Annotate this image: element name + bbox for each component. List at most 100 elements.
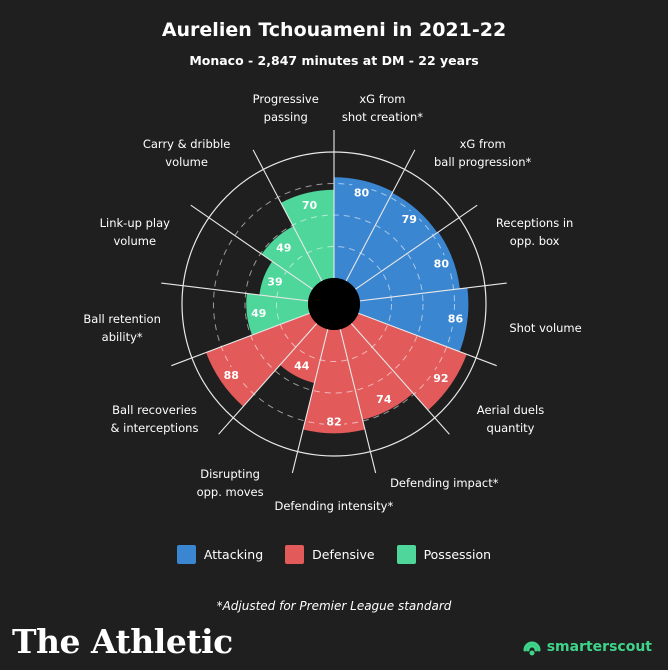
radar-chart: 80 79 80 86 92 74 82 44 88 49 39 49 70 bbox=[161, 130, 507, 474]
spoke-line bbox=[358, 312, 497, 367]
radar-sector bbox=[340, 323, 414, 420]
value-label: 49 bbox=[276, 241, 291, 254]
the-athletic-logo: The Athletic bbox=[12, 622, 233, 661]
radar-sector bbox=[334, 177, 393, 281]
category-label: xG from ball progression* bbox=[434, 135, 531, 171]
legend-swatch-defensive bbox=[285, 545, 305, 564]
category-label: Ball retention ability* bbox=[83, 310, 160, 346]
spoke-line bbox=[171, 312, 310, 367]
category-label-line: Progressive bbox=[252, 91, 319, 106]
category-label-line: Aerial duels bbox=[476, 402, 545, 417]
legend-label-attacking: Attacking bbox=[203, 547, 264, 562]
legend-swatch-attacking bbox=[176, 545, 196, 564]
value-label: 79 bbox=[402, 213, 417, 226]
category-label: xG from shot creation* bbox=[342, 90, 423, 126]
category-label-line: Defending intensity* bbox=[274, 499, 394, 513]
category-label: Aerial duels quantity bbox=[477, 401, 544, 437]
category-label-line: xG from bbox=[359, 91, 406, 106]
value-badge-box bbox=[291, 357, 312, 374]
radar-sector bbox=[351, 313, 467, 411]
legend-label-possession: Possession bbox=[423, 547, 492, 562]
category-label-line: shot creation* bbox=[341, 109, 424, 124]
value-label: 70 bbox=[302, 199, 318, 212]
value-label: 86 bbox=[448, 313, 464, 326]
value-label: 74 bbox=[376, 393, 392, 406]
smarterscout-label: smarterscout bbox=[546, 639, 652, 655]
value-badge: 49 bbox=[248, 305, 269, 322]
category-label-line: Disrupting bbox=[200, 466, 260, 481]
value-badge-box bbox=[248, 305, 269, 322]
center-hole bbox=[308, 278, 360, 330]
category-label-line: opp. moves bbox=[196, 484, 264, 499]
category-label-line: Ball retention bbox=[83, 312, 161, 327]
category-label-line: Defending impact* bbox=[390, 475, 499, 490]
spoke-line bbox=[190, 204, 313, 290]
value-badge: 74 bbox=[373, 390, 394, 407]
value-label: 44 bbox=[294, 359, 310, 372]
category-label-line: Shot volume bbox=[509, 321, 582, 336]
category-label-line: Carry & dribble bbox=[142, 136, 231, 151]
category-label-line: passing bbox=[263, 109, 308, 124]
legend: Attacking Defensive Possession bbox=[0, 545, 668, 564]
spoke-line bbox=[291, 329, 329, 474]
legend-label-defensive: Defensive bbox=[312, 547, 375, 562]
category-label: Defending intensity* bbox=[275, 497, 394, 515]
footnote: *Adjusted for Premier League standard bbox=[216, 599, 452, 613]
category-label: Progressive passing bbox=[253, 90, 319, 126]
smarterscout-icon bbox=[523, 641, 541, 656]
value-badge: 79 bbox=[399, 211, 420, 228]
value-badge-box bbox=[264, 273, 285, 290]
value-badge-box bbox=[351, 184, 372, 201]
spoke-line bbox=[218, 323, 318, 435]
value-label: 80 bbox=[434, 257, 450, 270]
spoke-line bbox=[350, 323, 450, 435]
legend-item-defensive: Defensive bbox=[285, 545, 375, 564]
category-label-line: Link-up play bbox=[99, 216, 170, 231]
spoke-line bbox=[339, 329, 377, 474]
chart-subtitle: Monaco - 2,847 minutes at DM - 22 years bbox=[189, 53, 479, 68]
value-badge: 86 bbox=[445, 310, 466, 327]
radar-sector bbox=[259, 261, 313, 301]
value-badge: 39 bbox=[264, 273, 285, 290]
category-label: Ball recoveries & interceptions bbox=[111, 401, 199, 437]
spoke-line bbox=[252, 149, 323, 282]
category-label-line: quantity bbox=[486, 420, 535, 435]
category-label-line: volume bbox=[165, 154, 208, 169]
value-badge: 92 bbox=[430, 369, 451, 386]
category-label-line: ability* bbox=[101, 330, 143, 345]
value-label: 88 bbox=[224, 369, 239, 382]
category-label: Defending impact* bbox=[390, 474, 498, 492]
category-label: Shot volume bbox=[509, 319, 581, 337]
value-badge-box bbox=[221, 366, 242, 383]
spoke-line bbox=[355, 204, 478, 290]
radar-sector bbox=[206, 313, 317, 407]
smarterscout-logo: smarterscout bbox=[521, 636, 652, 658]
category-label-line: Ball recoveries bbox=[112, 402, 197, 417]
spoke-line bbox=[345, 149, 416, 282]
value-badge-box bbox=[431, 255, 452, 272]
value-badge: 80 bbox=[351, 184, 372, 201]
category-label-line: & interceptions bbox=[110, 420, 199, 435]
category-label-line: xG from bbox=[459, 136, 506, 151]
value-badge: 82 bbox=[324, 413, 344, 430]
grid-ring bbox=[276, 246, 392, 362]
category-label-line: opp. box bbox=[509, 234, 560, 249]
value-badge-box bbox=[430, 369, 451, 386]
radar-sector bbox=[303, 329, 365, 434]
chart-title: Aurelien Tchouameni in 2021-22 bbox=[161, 19, 507, 41]
value-label: 92 bbox=[433, 372, 448, 385]
value-badge-box bbox=[399, 211, 420, 228]
category-label: Receptions in opp. box bbox=[496, 214, 573, 250]
value-label: 49 bbox=[251, 307, 266, 320]
legend-swatch-possession bbox=[396, 545, 416, 564]
value-label: 80 bbox=[354, 187, 370, 200]
category-label-line: ball progression* bbox=[434, 154, 532, 169]
value-label: 82 bbox=[326, 415, 341, 428]
category-label: Disrupting opp. moves bbox=[197, 465, 264, 501]
radar-sector bbox=[246, 293, 310, 336]
value-badge: 88 bbox=[221, 366, 242, 383]
category-label-line: Receptions in bbox=[495, 216, 574, 231]
value-badge-box bbox=[373, 390, 394, 407]
value-badge-box bbox=[324, 413, 344, 430]
legend-item-attacking: Attacking bbox=[176, 545, 264, 564]
